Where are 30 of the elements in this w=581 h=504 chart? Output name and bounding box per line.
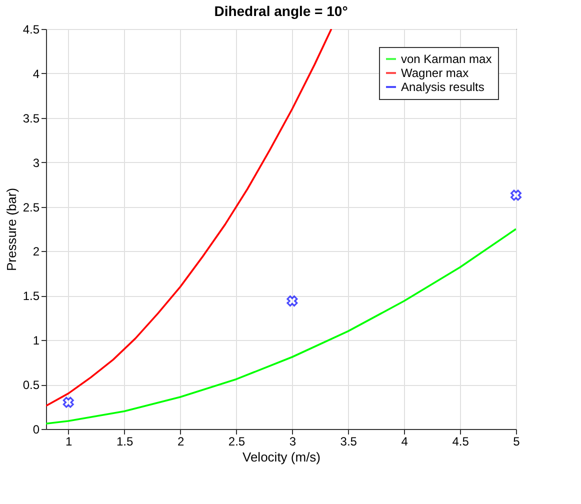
x-tick-label: 1.5 bbox=[116, 434, 134, 448]
line-series bbox=[46, 29, 332, 407]
y-tick-label: 4.5 bbox=[22, 22, 40, 36]
line-series bbox=[46, 228, 516, 425]
point bbox=[62, 396, 74, 408]
point bbox=[286, 296, 298, 306]
x-tick-label: 4 bbox=[401, 434, 408, 448]
y-axis-title: Pressure (bar) bbox=[4, 188, 19, 272]
y-tick-label: 1.5 bbox=[22, 289, 40, 304]
point bbox=[510, 190, 522, 201]
x-axis-title: Velocity (m/s) bbox=[242, 450, 321, 464]
x-tick-label: 1 bbox=[66, 434, 73, 448]
legend-label: Analysis results bbox=[401, 80, 484, 94]
chart-title: Dihedral angle = 10° bbox=[214, 3, 348, 19]
y-tick-label: 4 bbox=[32, 66, 40, 81]
x-tick-label: 4.5 bbox=[452, 434, 470, 448]
y-tick-label: 1 bbox=[32, 334, 40, 348]
y-tick-label: 2.5 bbox=[22, 200, 40, 214]
x-tick-label: 2 bbox=[177, 434, 184, 448]
y-tick-label: 3 bbox=[32, 156, 40, 170]
y-tick-label: 0.5 bbox=[22, 378, 40, 392]
legend-label: von Karman max bbox=[401, 52, 492, 66]
x-tick-label: 2.5 bbox=[228, 434, 246, 448]
x-tick-label: 3.5 bbox=[340, 434, 358, 448]
x-tick-label: 3 bbox=[289, 434, 296, 448]
y-tick-label: 2 bbox=[32, 244, 40, 259]
y-tick-label: 3.5 bbox=[22, 111, 40, 126]
x-tick-label: 5 bbox=[513, 434, 520, 448]
legend-label: Wagner max bbox=[401, 66, 469, 80]
y-tick-label: 0 bbox=[32, 422, 40, 436]
